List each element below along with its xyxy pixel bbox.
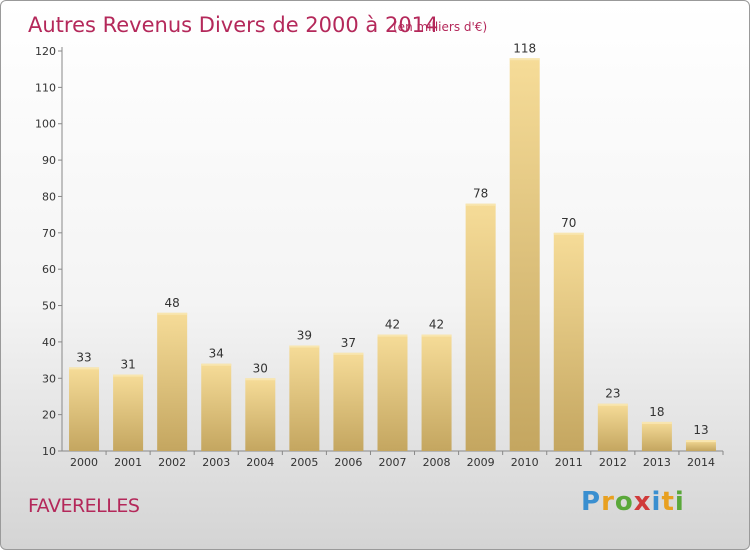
y-tick-label: 60 <box>42 263 56 276</box>
bar-cap-2009 <box>465 203 496 206</box>
logo-letter: o <box>614 487 634 517</box>
value-label-2010: 118 <box>513 41 536 55</box>
bar-cap-2000 <box>69 367 100 370</box>
y-tick-label: 30 <box>42 372 56 385</box>
value-label-2013: 18 <box>649 405 664 419</box>
bar-2008 <box>421 334 452 451</box>
bar-cap-2007 <box>377 334 408 337</box>
logo-letter: x <box>633 487 652 517</box>
value-label-2012: 23 <box>605 387 620 401</box>
value-label-2014: 13 <box>693 423 708 437</box>
logo-letter: r <box>601 487 615 517</box>
value-label-2001: 31 <box>120 358 135 372</box>
bar-2000 <box>69 367 100 451</box>
value-label-2011: 70 <box>561 216 576 230</box>
x-tick-label-2006: 2006 <box>334 456 362 469</box>
x-tick-label-2002: 2002 <box>158 456 186 469</box>
value-label-2002: 48 <box>165 296 180 310</box>
value-label-2009: 78 <box>473 187 488 201</box>
bar-2009 <box>465 203 496 451</box>
x-tick-label-2001: 2001 <box>114 456 142 469</box>
value-label-2007: 42 <box>385 318 400 332</box>
x-tick-label-2003: 2003 <box>202 456 230 469</box>
x-tick-label-2011: 2011 <box>555 456 583 469</box>
y-tick-label: 10 <box>42 445 56 458</box>
bar-2012 <box>597 403 628 451</box>
logo-letter: P <box>581 487 602 517</box>
y-tick-label: 70 <box>42 227 56 240</box>
y-tick-label: 40 <box>42 336 56 349</box>
bar-2011 <box>553 232 584 451</box>
bar-cap-2012 <box>597 403 628 406</box>
bar-2001 <box>113 374 144 451</box>
x-tick-label-2010: 2010 <box>511 456 539 469</box>
bar-2007 <box>377 334 408 451</box>
bar-cap-2010 <box>509 58 540 61</box>
bar-cap-2011 <box>553 232 584 235</box>
bar-2006 <box>333 352 364 451</box>
x-tick-label-2004: 2004 <box>246 456 274 469</box>
bar-cap-2013 <box>641 421 672 424</box>
value-label-2008: 42 <box>429 318 444 332</box>
bar-cap-2006 <box>333 352 364 355</box>
y-tick-label: 120 <box>35 45 56 58</box>
logo-letter: t <box>661 487 675 517</box>
y-axis: 10 20 30 40 50 60 70 80 90 100 110 120 <box>35 45 63 458</box>
bar-cap-2008 <box>421 334 452 337</box>
logo-letter: i <box>651 487 662 517</box>
x-tick-label-2008: 2008 <box>423 456 451 469</box>
y-tick-label: 110 <box>35 81 56 94</box>
y-tick-label: 90 <box>42 154 56 167</box>
value-label-2000: 33 <box>76 350 91 364</box>
y-tick-label: 20 <box>42 409 56 422</box>
bar-cap-2002 <box>157 312 188 315</box>
x-tick-label-2007: 2007 <box>379 456 407 469</box>
bar-2010 <box>509 58 540 451</box>
bar-2004 <box>245 378 276 451</box>
value-label-2003: 34 <box>209 347 224 361</box>
bar-cap-2004 <box>245 378 276 381</box>
bar-cap-2003 <box>201 363 232 366</box>
logo-letter: i <box>674 487 685 517</box>
x-tick-label-2013: 2013 <box>643 456 671 469</box>
value-label-2005: 39 <box>297 329 312 343</box>
bar-cap-2005 <box>289 345 320 348</box>
value-label-2004: 30 <box>253 361 268 375</box>
x-axis: 2000 2001 2002 2003 2004 2005 2006 2007 2008 2009… <box>62 450 724 469</box>
x-tick-label-2005: 2005 <box>290 456 318 469</box>
y-tick-label: 50 <box>42 300 56 313</box>
value-label-2006: 37 <box>341 336 356 350</box>
x-tick-label-2009: 2009 <box>467 456 495 469</box>
x-tick-label-2000: 2000 <box>70 456 98 469</box>
bar-2013 <box>641 421 672 451</box>
x-tick-label-2014: 2014 <box>687 456 715 469</box>
bar-2002 <box>157 312 188 451</box>
bar-2014 <box>685 440 716 451</box>
place-name: FAVERELLES <box>28 495 140 517</box>
bar-2003 <box>201 363 232 451</box>
proxiti-logo: Proxiti <box>581 487 685 517</box>
chart-subtitle: (en milliers d'€) <box>393 20 487 34</box>
y-tick-label: 80 <box>42 190 56 203</box>
x-tick-label-2012: 2012 <box>599 456 627 469</box>
chart-title: Autres Revenus Divers de 2000 à 2014 <box>28 13 438 37</box>
bar-cap-2014 <box>685 440 716 443</box>
bars: 33 31 48 34 30 39 37 42 42 78 118 70 23 18 13 <box>69 41 716 451</box>
y-tick-label: 100 <box>35 118 56 131</box>
bar-cap-2001 <box>113 374 144 377</box>
bar-2005 <box>289 345 320 451</box>
